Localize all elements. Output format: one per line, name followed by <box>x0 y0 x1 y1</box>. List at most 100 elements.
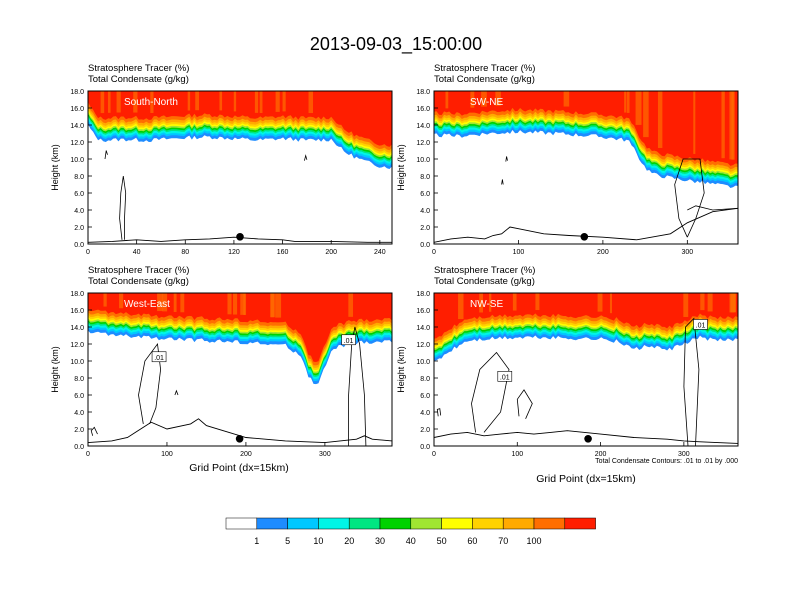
condensate-contour <box>304 154 308 161</box>
condensate-contour <box>674 158 705 238</box>
tracer-streak <box>308 91 314 114</box>
colorbar-swatch <box>318 517 350 530</box>
y-tick-label: 2.0 <box>420 225 430 232</box>
panel-title-line2: Total Condensate (g/kg) <box>88 74 189 85</box>
x-tick-label: 160 <box>277 249 289 256</box>
panel-section-label: West-East <box>124 299 170 310</box>
tracer-streak <box>133 91 138 113</box>
contour-label: .01 <box>154 355 164 362</box>
tracer-streak <box>219 91 223 111</box>
plot-frame <box>433 90 739 245</box>
contour-info-note: Total Condensate Contours: .01 to .01 by… <box>595 458 738 465</box>
y-tick-label: 16.0 <box>70 308 84 315</box>
y-tick-label: 14.0 <box>416 325 430 332</box>
x-tick-label: 200 <box>240 451 252 458</box>
y-axis-label: Height (km) <box>50 144 60 191</box>
condensate-contour <box>119 175 127 240</box>
y-tick-label: 4.0 <box>74 208 84 215</box>
colorbar-swatch <box>225 517 258 530</box>
location-marker <box>584 434 592 443</box>
y-tick-label: 12.0 <box>70 342 84 349</box>
colorbar-swatch <box>472 517 504 530</box>
y-tick-label: 18.0 <box>70 89 84 96</box>
terrain-line <box>88 418 392 444</box>
tracer-streak <box>157 293 163 312</box>
colorbar-swatch <box>348 517 381 530</box>
condensate-contour <box>687 205 738 211</box>
colorbar-swatch <box>564 517 596 530</box>
location-marker <box>580 232 589 241</box>
condensate-contour <box>516 389 533 419</box>
x-tick-label: 200 <box>595 451 607 458</box>
condensate-contour <box>505 156 508 162</box>
y-tick-label: 16.0 <box>416 106 430 113</box>
y-tick-label: 18.0 <box>70 291 84 298</box>
y-axis-label: Height (km) <box>396 144 406 191</box>
terrain-line <box>434 430 738 444</box>
condensate-contour <box>138 342 162 425</box>
terrain-line <box>434 207 738 243</box>
tracer-streak <box>635 91 642 125</box>
tracer-streak <box>233 91 237 112</box>
tracer-streak <box>657 91 663 148</box>
colorbar-swatch <box>379 517 412 530</box>
x-tick-label: 300 <box>681 249 693 256</box>
y-tick-label: 10.0 <box>416 359 430 366</box>
y-tick-label: 8.0 <box>420 376 430 383</box>
tracer-streak <box>495 91 501 106</box>
tracer-streak <box>100 91 105 114</box>
colorbar-tick-label: 70 <box>498 536 508 546</box>
location-marker <box>236 232 244 241</box>
colorbar-tick-label: 60 <box>467 536 477 546</box>
condensate-contour <box>436 408 442 417</box>
plot-frame <box>87 90 393 245</box>
colorbar-tick-label: 20 <box>344 536 354 546</box>
plot-frame <box>433 292 739 447</box>
tracer-streak <box>624 91 627 113</box>
x-tick-label: 240 <box>374 249 386 256</box>
x-tick-label: 200 <box>597 249 609 256</box>
y-tick-label: 14.0 <box>70 123 84 130</box>
panel-south-north: Stratosphere Tracer (%) Total Condensate… <box>50 63 393 256</box>
y-tick-label: 0.0 <box>420 242 430 249</box>
condensate-contour <box>348 326 367 446</box>
x-tick-label: 120 <box>228 249 240 256</box>
y-tick-label: 10.0 <box>70 157 84 164</box>
y-tick-label: 6.0 <box>74 191 84 198</box>
y-tick-label: 2.0 <box>74 427 84 434</box>
panel-title-line1: Stratosphere Tracer (%) <box>434 265 535 276</box>
panel-sw-ne: Stratosphere Tracer (%) Total Condensate… <box>396 63 739 256</box>
panel-section-label: SW-NE <box>470 97 503 108</box>
x-axis-label: Grid Point (dx=15km) <box>536 473 636 485</box>
x-tick-label: 300 <box>678 451 690 458</box>
tracer-streak <box>721 91 725 159</box>
y-tick-label: 0.0 <box>420 444 430 451</box>
y-axis-label: Height (km) <box>50 346 60 393</box>
panel-title-line2: Total Condensate (g/kg) <box>434 276 535 287</box>
panel-title-line1: Stratosphere Tracer (%) <box>88 265 189 276</box>
tracer-streak <box>693 91 696 154</box>
tracer-streak <box>259 91 263 113</box>
colorbar-tick-label: 5 <box>285 536 290 546</box>
plot-area <box>88 91 392 244</box>
x-tick-label: 100 <box>161 451 173 458</box>
tracer-streak <box>626 91 630 113</box>
tracer-streak <box>731 91 735 160</box>
y-tick-label: 16.0 <box>416 308 430 315</box>
tracer-streak <box>103 293 107 307</box>
panel-title-line1: Stratosphere Tracer (%) <box>434 63 535 74</box>
panel-title-line2: Total Condensate (g/kg) <box>434 74 535 85</box>
tracer-streak <box>707 293 713 312</box>
x-tick-label: 0 <box>432 249 436 256</box>
y-tick-label: 0.0 <box>74 242 84 249</box>
panel-nw-se: Stratosphere Tracer (%) Total Condensate… <box>396 265 739 485</box>
y-tick-label: 4.0 <box>74 410 84 417</box>
y-tick-label: 0.0 <box>74 444 84 451</box>
tracer-streak <box>609 293 613 314</box>
plot-area: .01 .01 <box>88 293 392 446</box>
y-tick-label: 8.0 <box>74 376 84 383</box>
band-100pct <box>88 91 392 147</box>
figure-title: 2013-09-03_15:00:00 <box>310 34 482 55</box>
location-marker <box>235 434 244 443</box>
x-tick-label: 0 <box>86 451 90 458</box>
